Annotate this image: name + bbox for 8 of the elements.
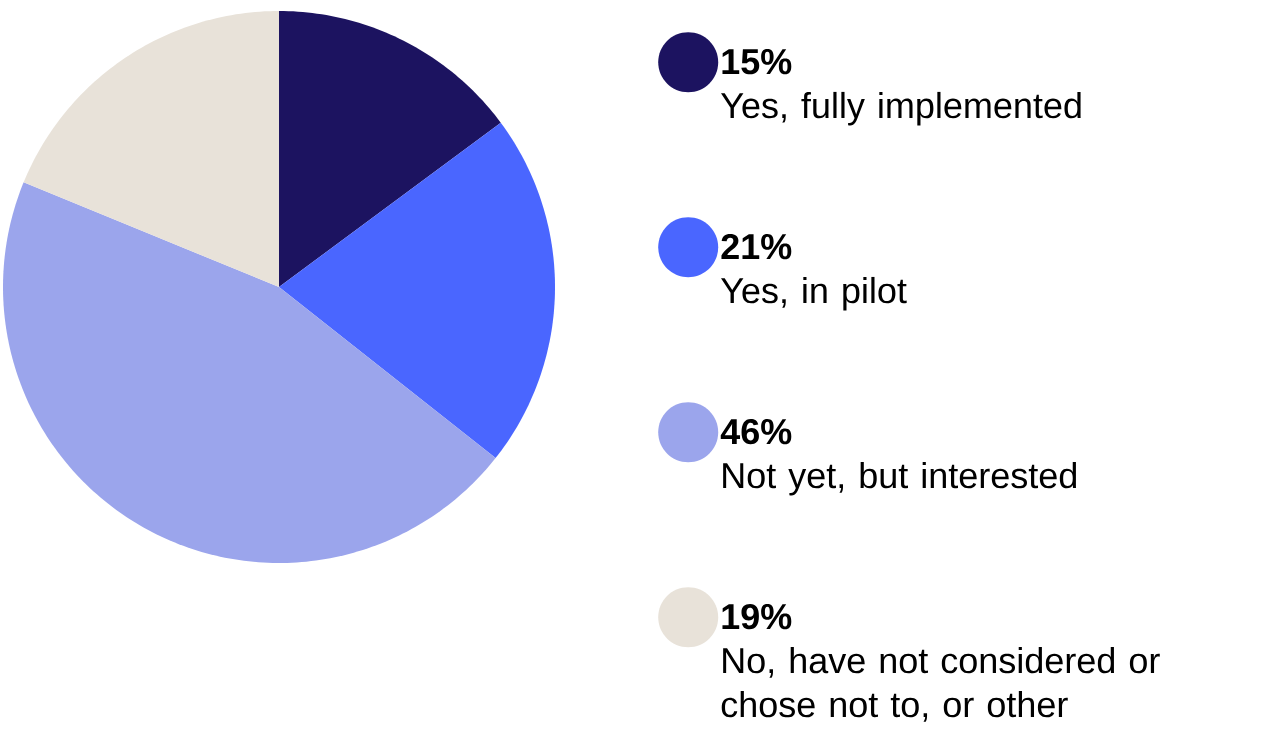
legend-label: Yes, in pilot bbox=[720, 276, 907, 311]
legend-label: Not yet, but interested bbox=[723, 461, 1077, 496]
legend-label: Yes, fully implemented bbox=[720, 91, 1081, 126]
data-label: 46% bbox=[720, 418, 792, 445]
data-label: 21% bbox=[721, 233, 792, 260]
data-label: 15% bbox=[722, 48, 792, 75]
data-label: 19% bbox=[722, 603, 792, 630]
legend-label: No, have not considered or chose not to, or other bbox=[721, 646, 1160, 722]
